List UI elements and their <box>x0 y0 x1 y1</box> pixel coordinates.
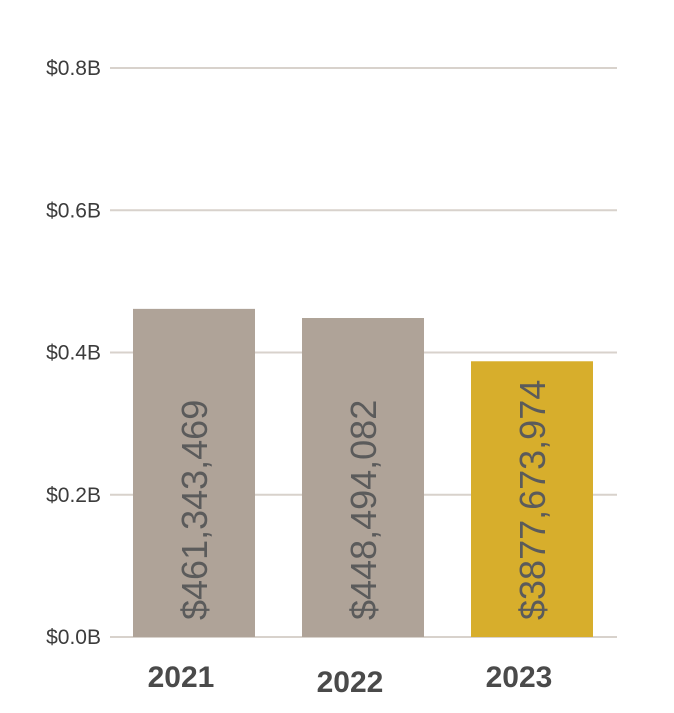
bar-value-label-2022: $448,494,082 <box>343 400 384 620</box>
bar-2022 <box>302 318 424 637</box>
y-axis-tick-labels: $0.0B $0.2B $0.4B $0.6B $0.8B <box>46 57 101 649</box>
bar-2023 <box>471 361 593 637</box>
x-category-label-2023: 2023 <box>486 661 553 694</box>
y-tick-label: $0.2B <box>46 484 101 507</box>
x-category-label-2022: 2022 <box>317 666 384 699</box>
bar-data-labels: $461,343,469 $448,494,082 $3877,673,974 <box>174 380 553 620</box>
bar-value-label-2021: $461,343,469 <box>174 400 215 620</box>
bar-value-label-2023: $3877,673,974 <box>512 380 553 620</box>
y-tick-label: $0.8B <box>46 57 101 80</box>
bar-2021 <box>133 308 255 637</box>
y-tick-label: $0.6B <box>46 199 101 222</box>
x-category-label-2021: 2021 <box>148 661 215 694</box>
y-tick-label: $0.0B <box>46 626 101 649</box>
x-axis-category-labels: 2021 2022 2023 <box>148 661 553 699</box>
y-tick-label: $0.4B <box>46 342 101 365</box>
bars <box>133 308 593 637</box>
